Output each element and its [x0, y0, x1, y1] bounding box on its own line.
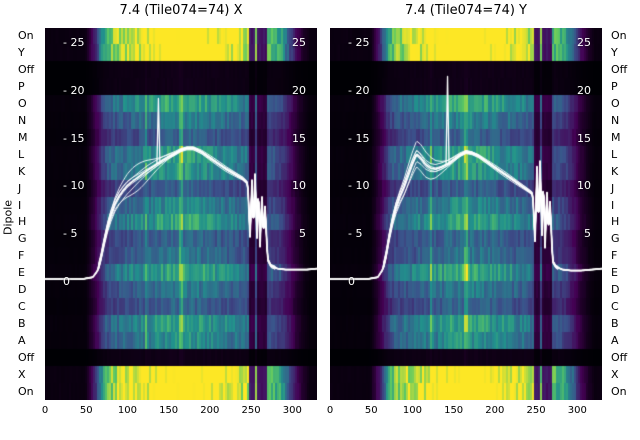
dipole-row-label: L	[611, 147, 618, 161]
dipole-row-label: O	[611, 97, 620, 111]
dipole-row-label: Off	[611, 63, 628, 77]
dipole-row-label: On	[18, 29, 34, 43]
dipole-row-label: A	[611, 333, 619, 347]
dipole-row-label: G	[611, 232, 620, 246]
dipole-row-label: X	[611, 367, 619, 381]
dipole-row-label: B	[18, 316, 26, 330]
dipole-row-label: G	[18, 232, 27, 246]
dipole-row-label: I	[611, 198, 615, 212]
dipole-row-label: X	[18, 367, 26, 381]
dipole-row-label: Y	[611, 46, 618, 60]
dipole-row-label: E	[18, 266, 25, 280]
panel-x-title: 7.4 (Tile074=74) X	[119, 3, 243, 18]
dipole-row-label: On	[18, 384, 34, 398]
dipole-row-label: Off	[18, 63, 35, 77]
dipole-row-label: D	[611, 283, 620, 297]
dipole-row-label: H	[18, 215, 27, 229]
x-axis-tick: 300	[282, 405, 302, 416]
dipole-row-label: A	[18, 333, 26, 347]
dipole-row-label: I	[18, 198, 22, 212]
dipole-row-label: P	[611, 80, 618, 94]
dipole-row-label: Off	[611, 350, 628, 364]
x-axis-tick: 150	[444, 405, 464, 416]
x-axis-tick: 200	[200, 405, 220, 416]
dipole-row-label: On	[611, 29, 627, 43]
dipole-row-label: C	[18, 300, 26, 313]
dipole-row-label: M	[18, 130, 28, 144]
dipole-row-label: B	[611, 316, 619, 330]
dipole-axis-left: On Y Off P O N M L K J I H G F E D C B A Off X On	[18, 0, 46, 440]
dipole-row-label: F	[18, 249, 25, 263]
dipole-row-label: M	[611, 130, 621, 144]
dipole-row-label: D	[18, 283, 27, 297]
dipole-row-label: K	[18, 164, 26, 178]
x-axis-tick: 0	[326, 405, 334, 416]
x-axis-tick: 50	[364, 405, 378, 416]
dipole-row-label: On	[611, 384, 627, 398]
x-axis-tick: 300	[567, 405, 587, 416]
dipole-row-label: L	[18, 147, 25, 161]
dipole-row-label: J	[18, 181, 22, 195]
x-axis-tick: 200	[485, 405, 505, 416]
dipole-row-label: E	[611, 266, 618, 280]
x-axis-tick: 250	[526, 405, 546, 416]
dipole-axis-right: On Y Off P O N M L K J I H G F E D C B A Off X On	[611, 0, 639, 440]
heatmap-x-canvas	[45, 28, 317, 400]
dipole-row-label: Off	[18, 350, 35, 364]
x-axis-tick: 50	[79, 405, 93, 416]
x-axis-tick: 100	[117, 405, 137, 416]
dipole-row-label: Y	[18, 46, 25, 60]
x-axis-tick: 250	[241, 405, 261, 416]
dipole-row-label: P	[18, 80, 25, 94]
dipole-row-label: J	[611, 181, 615, 195]
heatmap-y-canvas	[330, 28, 602, 400]
panel-y-title: 7.4 (Tile074=74) Y	[404, 3, 528, 18]
dipole-row-label: N	[611, 114, 620, 127]
dipole-row-label: O	[18, 97, 27, 111]
dipole-row-label: N	[18, 114, 27, 127]
x-axis-tick: 150	[159, 405, 179, 416]
dipole-row-label: H	[611, 215, 620, 229]
x-axis-tick: 100	[402, 405, 422, 416]
dipole-row-label: C	[611, 300, 619, 313]
y-axis-title: Dipole	[1, 199, 15, 236]
dipole-row-label: K	[611, 164, 619, 178]
dipole-row-label: F	[611, 249, 618, 263]
